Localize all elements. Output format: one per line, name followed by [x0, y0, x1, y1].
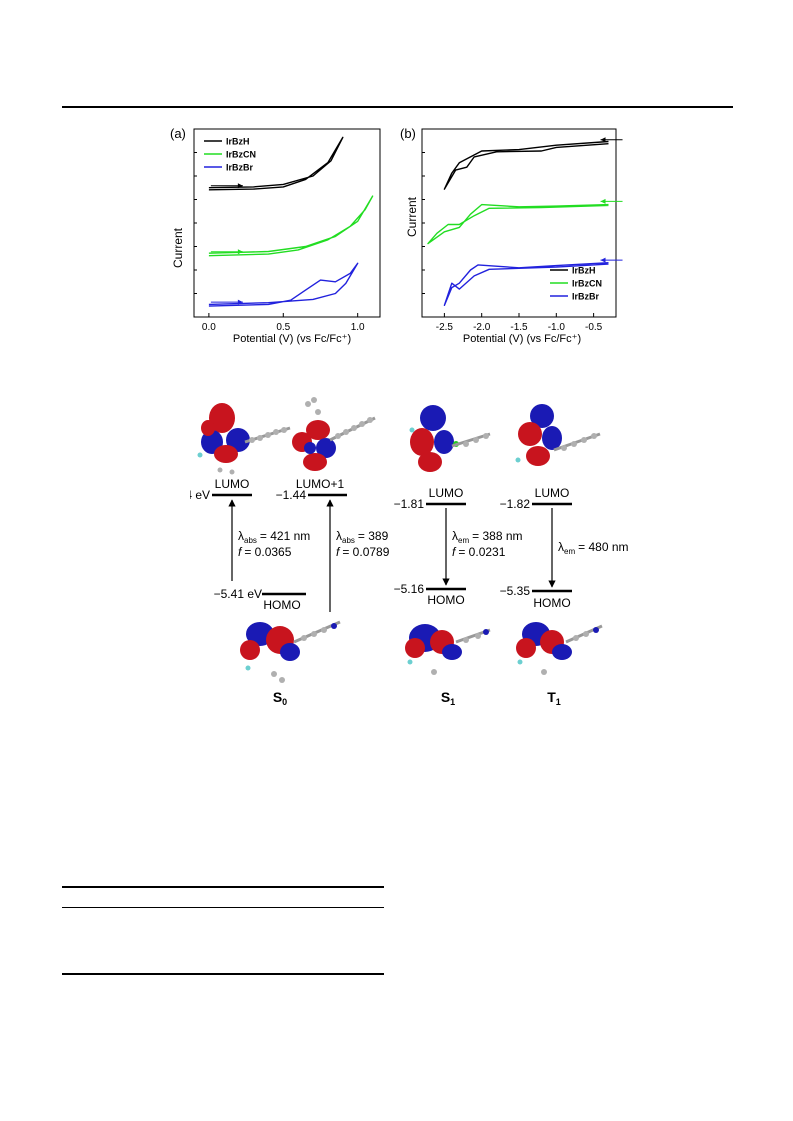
plot-frame	[193, 128, 381, 318]
cv-curve-irbzcn	[208, 195, 374, 257]
scan-direction-arrowhead	[600, 137, 606, 143]
state-sub-s0: 0	[282, 697, 287, 707]
lambda-symbol: λ	[336, 529, 342, 543]
transition2-lambda: = 389	[358, 529, 389, 543]
x-tick-label: -1.5	[510, 322, 528, 333]
x-tick-label: -2.0	[473, 322, 491, 333]
lumo-s0-orbital-picture	[197, 403, 291, 475]
lumo-s0-energy: −1.54 eV	[190, 488, 210, 502]
lumo-t1-energy: −1.82	[500, 497, 531, 511]
cv-curve-irbzh	[443, 140, 609, 190]
lumo-s1-energy: −1.81	[394, 497, 425, 511]
legend-label-irbzbr: IrBzBr	[226, 163, 254, 173]
legend-label-irbzh: IrBzH	[226, 137, 250, 147]
homo-s1-orbital-picture	[405, 624, 491, 675]
em-subscript: em	[458, 536, 469, 545]
orbital-diagram: LUMO −1.54 eV LUMO+1 −1.44 −5.41 eV HOMO…	[190, 397, 629, 707]
table-bottom-rule	[62, 973, 384, 975]
lumo-s1-label: LUMO	[429, 486, 464, 500]
scan-direction-arrowhead	[237, 183, 243, 189]
homo-t1-orbital-picture	[516, 622, 603, 675]
cv-chart-b: (b) Current Potential (V) (vs Fc/Fc⁺) -2…	[400, 126, 623, 345]
lambda-symbol: λ	[238, 529, 244, 543]
x-tick-label: -0.5	[585, 322, 603, 333]
homo-s1-energy: −5.16	[394, 582, 425, 596]
lambda-symbol: λ	[452, 529, 458, 543]
x-axis-label: Potential (V) (vs Fc/Fc⁺)	[463, 333, 581, 345]
y-axis-label: Current	[405, 196, 419, 237]
legend-label-irbzbr: IrBzBr	[572, 292, 600, 302]
x-tick-label: -2.5	[436, 322, 454, 333]
state-label-s1: S	[441, 689, 450, 705]
svg-text:f= 0.0231: f = 0.0231	[452, 545, 506, 559]
homo-s1-label: HOMO	[427, 593, 464, 607]
homo-s0-orbital-picture	[240, 620, 341, 683]
state-label-s0: S	[273, 689, 282, 705]
state-sub-t1: 1	[556, 697, 561, 707]
state-sub-s1: 1	[450, 697, 455, 707]
x-tick-label: 1.0	[351, 322, 365, 333]
transition1-f: = 0.0365	[244, 545, 291, 559]
scan-direction-arrowhead	[237, 299, 243, 305]
f-symbol: f	[336, 545, 341, 559]
em-subscript: em	[564, 547, 575, 556]
transition2-f: = 0.0789	[342, 545, 389, 559]
scan-direction-arrowhead	[600, 198, 606, 204]
s1-transition-lambda: = 388 nm	[472, 529, 522, 543]
homo-s0-energy: −5.41 eV	[214, 587, 262, 601]
homo-t1-label: HOMO	[533, 596, 570, 610]
lumo1-s0-energy: −1.44	[276, 488, 307, 502]
svg-text:λem= 388 nm: λem = 388 nm	[452, 529, 523, 545]
svg-text:T1: T1	[547, 689, 561, 707]
t1-transition-lambda: = 480 nm	[578, 540, 628, 554]
lumo1-s0-orbital-picture	[292, 397, 376, 471]
lumo-t1-orbital-picture	[515, 404, 601, 466]
panel-label-a: (a)	[170, 126, 186, 141]
abs-subscript: abs	[342, 536, 355, 545]
f-symbol: f	[452, 545, 457, 559]
svg-text:S0: S0	[273, 689, 287, 707]
cv-curve-irbzbr	[208, 262, 359, 307]
homo-s0-label: HOMO	[263, 598, 300, 612]
abs-subscript: abs	[244, 536, 257, 545]
x-tick-label: 0.5	[276, 322, 290, 333]
transition1-lambda: = 421 nm	[260, 529, 310, 543]
scan-direction-arrowhead	[237, 249, 243, 255]
x-tick-label: -1.0	[548, 322, 566, 333]
lumo-t1-label: LUMO	[535, 486, 570, 500]
scan-direction-arrowhead	[600, 257, 606, 263]
panel-label-b: (b)	[400, 126, 416, 141]
lumo-s1-orbital-picture	[409, 405, 491, 472]
lambda-symbol: λ	[558, 540, 564, 554]
legend-label-irbzh: IrBzH	[572, 266, 596, 276]
svg-text:λabs= 421 nm: λabs = 421 nm	[238, 529, 310, 545]
table-top-rule	[62, 886, 384, 888]
svg-text:λem= 480 nm: λem = 480 nm	[558, 540, 629, 556]
x-tick-label: 0.0	[202, 322, 216, 333]
header-rule	[62, 106, 733, 108]
legend-label-irbzcn: IrBzCN	[226, 150, 256, 160]
lumo-s0-label: LUMO	[215, 477, 250, 491]
homo-t1-energy: −5.35	[500, 584, 531, 598]
legend-label-irbzcn: IrBzCN	[572, 279, 602, 289]
svg-text:f= 0.0365: f = 0.0365	[238, 545, 292, 559]
svg-text:λabs= 389: λabs = 389	[336, 529, 389, 545]
cv-curve-irbzcn	[427, 203, 609, 245]
state-label-t1: T	[547, 689, 556, 705]
cv-curve-irbzh	[208, 136, 344, 191]
svg-text:S1: S1	[441, 689, 455, 707]
s1-transition-f: = 0.0231	[458, 545, 505, 559]
f-symbol: f	[238, 545, 243, 559]
x-axis-label: Potential (V) (vs Fc/Fc⁺)	[233, 333, 351, 345]
cv-curve-irbzbr	[443, 262, 609, 306]
cv-chart-a: (a) Current Potential (V) (vs Fc/Fc⁺) 0.…	[170, 126, 381, 345]
svg-text:f= 0.0789: f = 0.0789	[336, 545, 390, 559]
table-header-rule	[62, 907, 384, 908]
y-axis-label: Current	[171, 227, 185, 268]
lumo1-s0-label: LUMO+1	[296, 477, 345, 491]
